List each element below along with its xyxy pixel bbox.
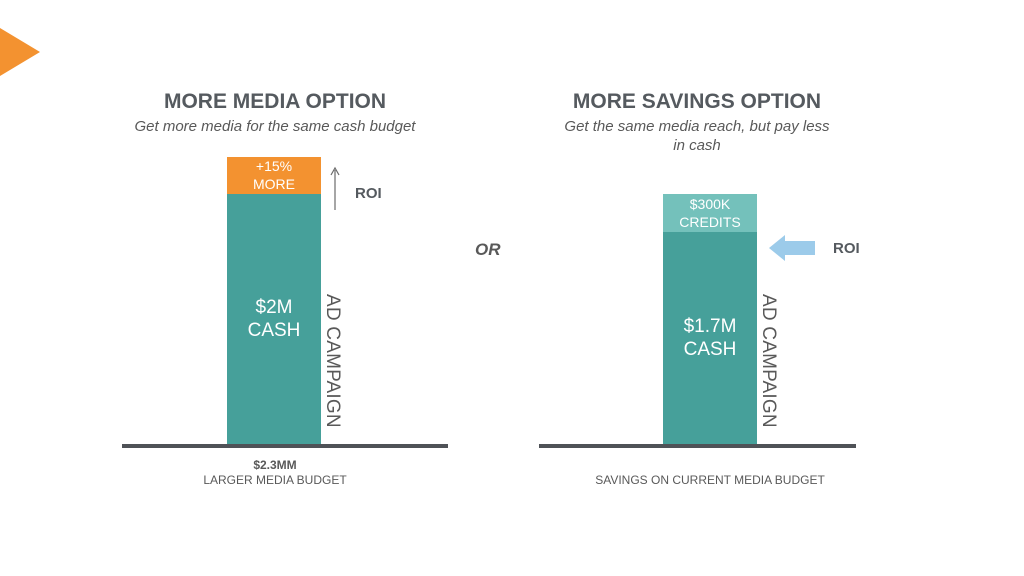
- right-roi-label: ROI: [833, 240, 860, 257]
- left-roi-label: ROI: [355, 185, 382, 202]
- arrow-left-icon: [769, 235, 815, 266]
- left-footer-value: $2.3MM: [253, 458, 297, 472]
- left-ad-campaign-label: AD CAMPAIGN: [322, 294, 343, 428]
- right-option-subtitle: Get the same media reach, but pay less i…: [564, 118, 830, 154]
- left-bar-segment-cash: $2M CASH: [227, 194, 321, 444]
- left-baseline: [122, 444, 448, 448]
- left-bar-segment-label: $2M CASH: [247, 297, 301, 341]
- right-bar-segment-cash: $1.7M CASH: [663, 231, 757, 444]
- right-bar-segment-label: $1.7M CASH: [683, 315, 737, 360]
- right-bar-segment-label: $300K CREDITS: [679, 195, 741, 230]
- right-stacked-bar: $300K CREDITS $1.7M CASH: [663, 194, 757, 444]
- arrow-up-icon: [328, 166, 342, 217]
- left-option-subtitle: Get more media for the same cash budget: [134, 118, 416, 135]
- right-ad-campaign-label: AD CAMPAIGN: [758, 294, 779, 428]
- right-baseline: [539, 444, 856, 448]
- left-stacked-bar: +15% MORE $2M CASH: [227, 156, 321, 444]
- right-footer-label: SAVINGS ON CURRENT MEDIA BUDGET: [595, 473, 825, 487]
- left-option-title: MORE MEDIA OPTION: [163, 90, 387, 113]
- left-bar-segment-top: +15% MORE: [227, 156, 321, 194]
- or-separator: OR: [475, 240, 501, 259]
- left-bar-segment-label: +15% MORE: [253, 158, 295, 193]
- orange-triangle-icon: [0, 28, 40, 76]
- right-bar-segment-top: $300K CREDITS: [663, 194, 757, 232]
- left-footer-label: LARGER MEDIA BUDGET: [203, 473, 347, 487]
- right-option-title: MORE SAVINGS OPTION: [572, 90, 822, 113]
